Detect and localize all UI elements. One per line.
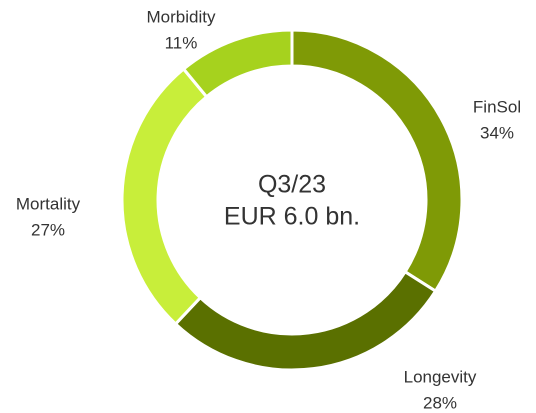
segment-value: 11%: [165, 33, 198, 52]
segment-name: FinSol: [473, 97, 521, 116]
segment-name: Mortality: [16, 194, 81, 213]
segment-value: 28%: [423, 393, 457, 412]
segment-value: 34%: [480, 123, 514, 142]
donut-segment: [290, 28, 464, 294]
donut-segment: [181, 28, 294, 99]
center-label: Q3/23: [258, 171, 326, 199]
segment-value: 27%: [31, 220, 65, 239]
donut-segment: [173, 269, 438, 372]
center-label: EUR 6.0 bn.: [224, 203, 360, 231]
segment-name: Longevity: [404, 367, 477, 386]
donut-segment: [120, 66, 209, 327]
segment-name: Morbidity: [147, 7, 216, 26]
